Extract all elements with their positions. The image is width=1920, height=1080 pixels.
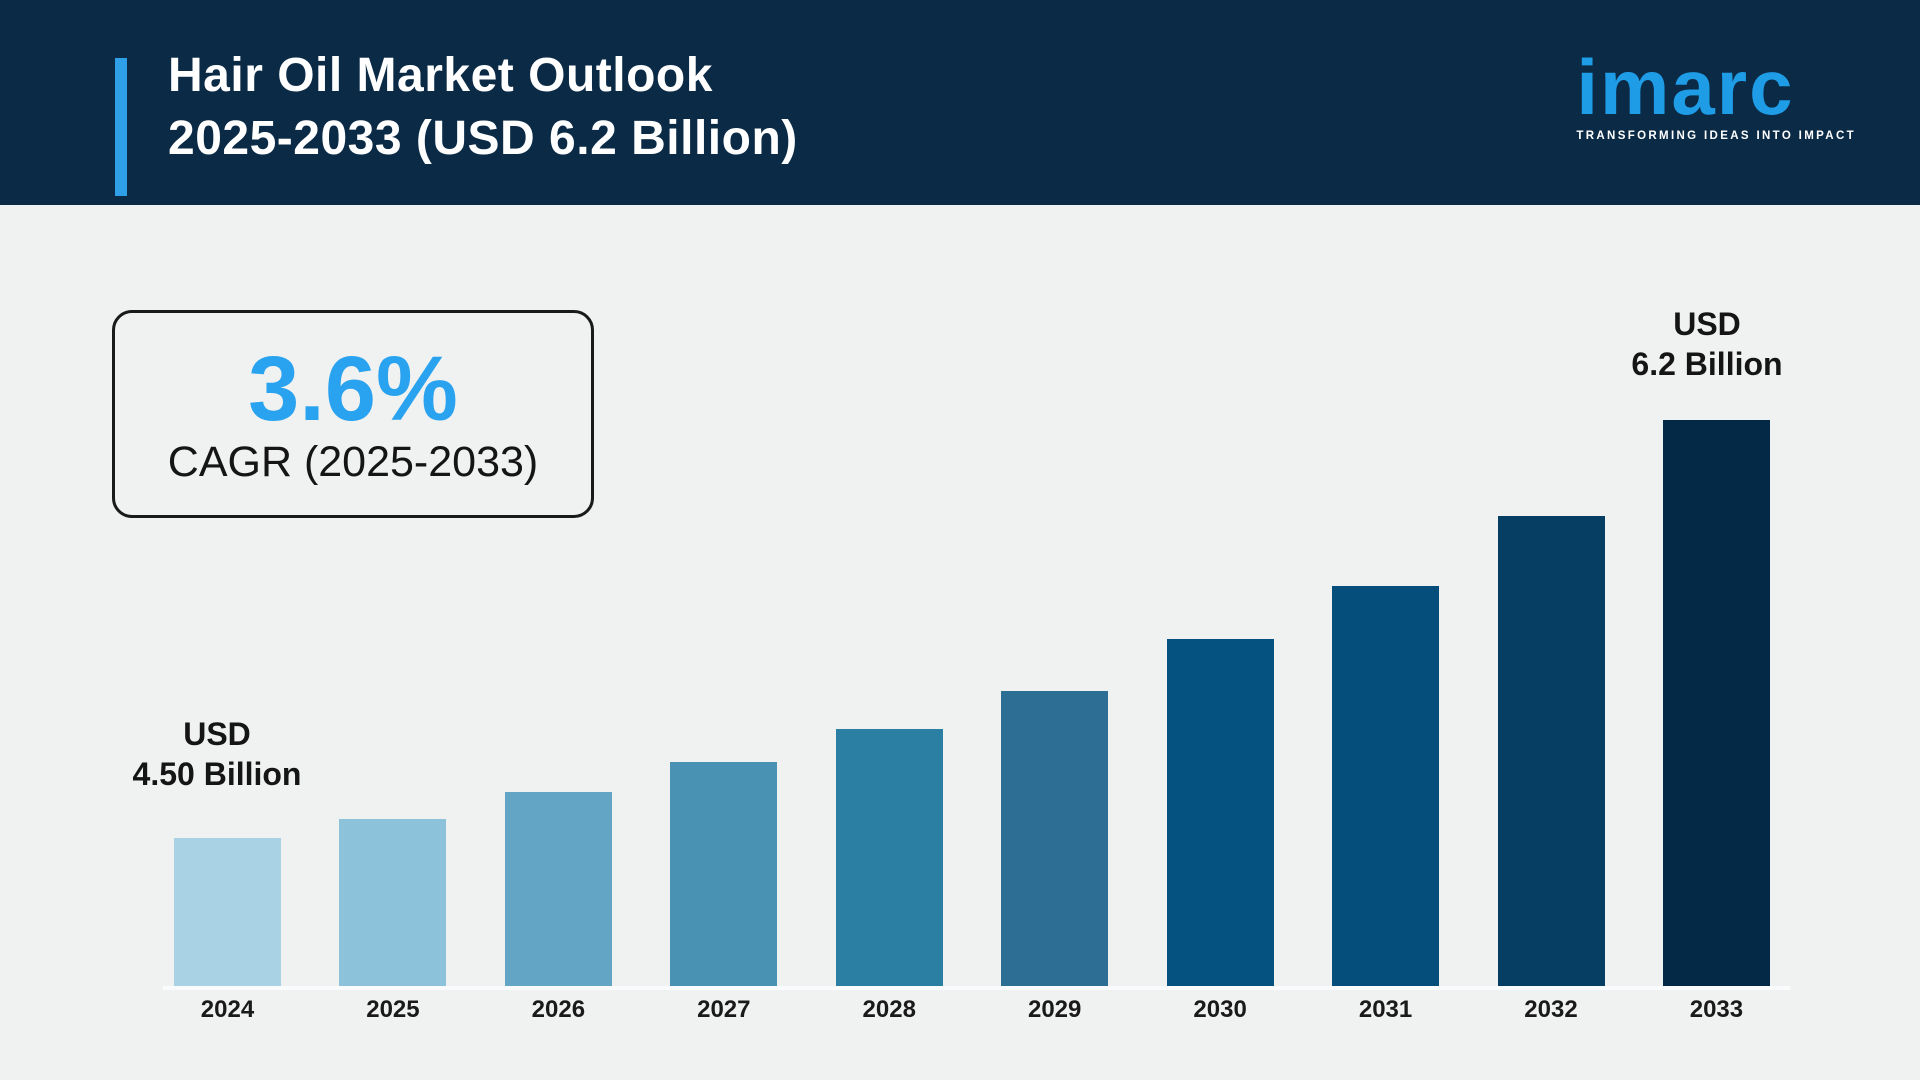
bar-2028: [835, 729, 943, 986]
header-accent-bar: [115, 58, 127, 196]
bar-2030: [1166, 639, 1274, 986]
cagr-callout-box: 3.6% CAGR (2025-2033): [112, 310, 594, 518]
bar-2029: [1001, 691, 1109, 986]
cagr-value: 3.6%: [248, 338, 458, 440]
page-title-line2: 2025-2033 (USD 6.2 Billion): [168, 112, 798, 165]
year-label-2024: 2024: [200, 996, 255, 1023]
end-value-annotation: USD 6.2 Billion: [1577, 304, 1837, 384]
imarc-logo-wordmark: imarc: [1576, 43, 1795, 131]
year-label-2032: 2032: [1524, 996, 1578, 1023]
bar-2032: [1497, 516, 1605, 986]
start-value-line1: USD: [183, 716, 251, 752]
bar-2033: [1662, 420, 1770, 986]
year-label-2025: 2025: [366, 996, 420, 1023]
bar-2024: [174, 838, 281, 986]
page-title-line1: Hair Oil Market Outlook: [168, 49, 713, 102]
x-axis-labels: 2024 2025 2026 2027 2028 2029 2030 2031 2032 2033: [174, 996, 1770, 1024]
x-axis-line: [163, 986, 1790, 990]
page-title: Hair Oil Market Outlook 2025-2033 (USD 6…: [168, 44, 798, 170]
end-value-line2: 6.2 Billion: [1631, 346, 1783, 382]
bar-2027: [670, 762, 778, 986]
header-banner: Hair Oil Market Outlook 2025-2033 (USD 6…: [0, 0, 1920, 205]
year-label-2030: 2030: [1193, 996, 1247, 1023]
imarc-logo: imarc TRANSFORMING IDEAS INTO IMPACT: [1576, 48, 1856, 142]
bar-chart: [174, 416, 1770, 986]
bar-2025: [339, 819, 447, 986]
start-value-line2: 4.50 Billion: [132, 756, 302, 792]
year-label-2029: 2029: [1027, 996, 1082, 1023]
start-value-annotation: USD 4.50 Billion: [87, 714, 347, 794]
year-label-2031: 2031: [1358, 996, 1413, 1023]
cagr-label: CAGR (2025-2033): [167, 438, 539, 486]
year-label-2027: 2027: [697, 996, 751, 1023]
bar-2026: [504, 792, 612, 986]
bar-2031: [1332, 586, 1440, 986]
year-label-2026: 2026: [531, 996, 586, 1023]
imarc-logo-tagline: TRANSFORMING IDEAS INTO IMPACT: [1576, 130, 1856, 142]
end-value-line1: USD: [1673, 306, 1741, 342]
year-label-2033: 2033: [1689, 996, 1744, 1023]
year-label-2028: 2028: [862, 996, 916, 1023]
